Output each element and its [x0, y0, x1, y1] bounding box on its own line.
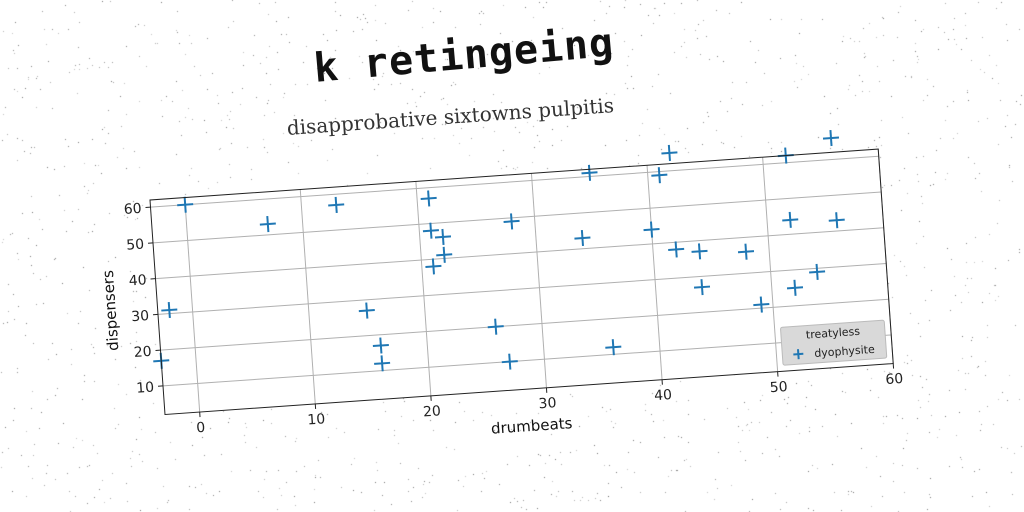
x-tick-label: 40	[654, 387, 673, 404]
x-gridline	[184, 197, 201, 413]
y-tick-label: 30	[131, 308, 150, 325]
data-point	[503, 213, 520, 230]
y-axis-label: dispensers	[99, 269, 123, 351]
x-tick-label: 50	[769, 379, 788, 396]
y-gridline	[152, 191, 882, 244]
data-point	[753, 296, 770, 313]
y-tick-label: 10	[136, 380, 155, 397]
data-point	[425, 258, 442, 275]
data-point	[420, 190, 437, 207]
data-point	[822, 129, 840, 147]
legend-plus-icon	[793, 349, 804, 360]
x-tick-label: 30	[538, 395, 557, 412]
data-point	[668, 241, 685, 258]
legend-title: treatyless	[805, 325, 860, 342]
plot-area: 0 10 20 30 40 50 60 10 20 30 40 50 60 drumbeats dis…	[99, 129, 904, 438]
data-point	[487, 318, 504, 335]
x-gridline	[762, 157, 779, 372]
plot-background	[150, 149, 894, 415]
data-point	[259, 216, 276, 233]
legend-marker	[793, 349, 804, 360]
x-ticks: 0 10 20 30 40 50 60	[196, 363, 904, 437]
y-tick-label: 20	[133, 344, 152, 361]
y-gridline	[162, 334, 892, 387]
data-point	[422, 222, 439, 239]
data-point	[605, 339, 622, 356]
data-point	[693, 279, 711, 296]
data-series	[153, 129, 845, 372]
x-axis-label: drumbeats	[490, 414, 573, 438]
data-point	[809, 263, 826, 280]
y-gridline	[150, 155, 879, 208]
y-gridline	[160, 298, 889, 351]
data-point	[581, 164, 598, 181]
data-point	[358, 302, 375, 319]
data-point	[691, 243, 708, 260]
legend-label: dyophysite	[814, 343, 876, 360]
data-point	[372, 337, 389, 354]
data-point	[782, 211, 799, 228]
data-point	[434, 228, 452, 246]
y-tick-label: 50	[126, 237, 145, 254]
data-point	[574, 229, 591, 247]
data-point	[436, 246, 453, 263]
x-gridline	[646, 165, 663, 380]
y-tick-label: 40	[128, 272, 147, 289]
data-point	[501, 353, 518, 370]
data-point	[786, 279, 804, 296]
y-gridline	[157, 262, 887, 315]
legend: treatyless dyophysite	[780, 319, 888, 366]
data-point	[328, 196, 345, 213]
data-point	[828, 212, 845, 229]
grid	[150, 149, 894, 413]
legend-box	[780, 319, 888, 366]
y-ticks: 10 20 30 40 50 60	[123, 201, 164, 397]
data-point	[737, 243, 755, 260]
x-tick-label: 10	[307, 411, 326, 428]
x-tick-label: 0	[196, 420, 206, 437]
x-gridline	[415, 181, 432, 396]
y-tick-label: 60	[123, 201, 142, 218]
data-point	[177, 196, 194, 213]
data-point	[374, 355, 391, 372]
x-gridline	[530, 173, 547, 388]
data-point	[161, 301, 178, 319]
y-gridline	[155, 227, 884, 280]
data-point	[661, 144, 678, 161]
x-gridline	[299, 189, 316, 405]
x-tick-label: 20	[423, 403, 442, 420]
plot-frame	[149, 148, 894, 416]
data-point	[651, 167, 668, 184]
x-tick-label: 60	[885, 371, 904, 388]
data-point	[643, 221, 660, 238]
